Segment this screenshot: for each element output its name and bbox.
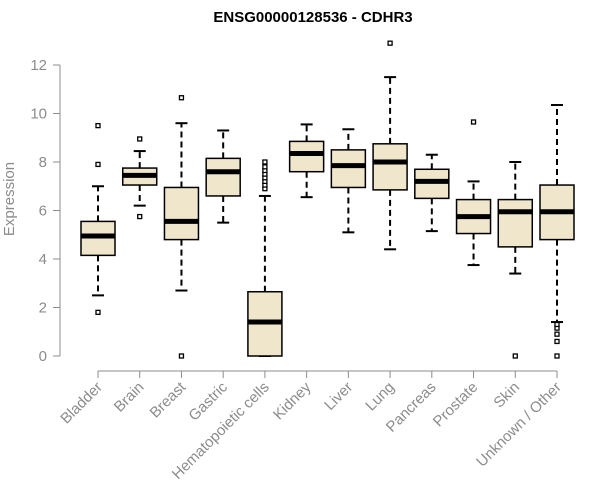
outlier-point bbox=[95, 309, 101, 316]
outlier-point bbox=[512, 353, 518, 359]
outlier-point bbox=[262, 164, 268, 170]
y-tick-label: 10 bbox=[30, 106, 47, 123]
x-category-label: Brain bbox=[111, 379, 148, 416]
x-category-label: Prostate bbox=[430, 379, 482, 431]
box-iqr bbox=[288, 140, 325, 173]
box-10 bbox=[497, 161, 534, 359]
outlier-point bbox=[178, 95, 185, 101]
outlier-point bbox=[137, 213, 143, 220]
outlier-point bbox=[554, 338, 560, 345]
box-5 bbox=[288, 123, 325, 199]
box-iqr bbox=[330, 149, 367, 189]
y-tick-label: 6 bbox=[39, 203, 47, 220]
box-iqr bbox=[163, 186, 200, 241]
box-6 bbox=[330, 128, 367, 234]
y-tick-label: 0 bbox=[39, 348, 47, 365]
y-tick-label: 2 bbox=[39, 300, 47, 317]
outlier-point bbox=[387, 40, 393, 46]
box-iqr bbox=[497, 198, 534, 248]
outlier-point bbox=[137, 136, 143, 142]
outlier-point bbox=[470, 119, 477, 125]
box-7 bbox=[372, 40, 408, 251]
box-iqr bbox=[372, 143, 408, 191]
outlier-point bbox=[554, 321, 560, 328]
outlier-point bbox=[554, 353, 560, 359]
chart-title: ENSG00000128536 - CDHR3 bbox=[213, 9, 412, 26]
x-category-label: Bladder bbox=[57, 379, 106, 428]
box-iqr bbox=[205, 157, 241, 197]
boxes-group bbox=[80, 40, 575, 359]
x-category-label: Breast bbox=[147, 378, 190, 421]
box-0 bbox=[80, 122, 116, 316]
box-3 bbox=[205, 129, 241, 224]
y-tick-label: 12 bbox=[30, 57, 47, 74]
outlier-point bbox=[178, 353, 185, 359]
outlier-point bbox=[262, 159, 268, 165]
box-4 bbox=[247, 159, 283, 357]
box-1 bbox=[121, 136, 158, 220]
box-8 bbox=[414, 153, 450, 233]
y-axis-label: Expression bbox=[1, 162, 18, 236]
x-category-label: Liver bbox=[321, 379, 356, 414]
x-category-label: Lung bbox=[362, 379, 398, 415]
y-tick-label: 4 bbox=[39, 251, 47, 268]
axes: 0 2 4 6 8 10 12 bbox=[30, 57, 558, 378]
x-category-label: Kidney bbox=[270, 378, 315, 423]
outlier-point bbox=[554, 331, 560, 337]
outlier-point bbox=[95, 161, 101, 168]
y-tick-label: 8 bbox=[39, 154, 47, 171]
outlier-point bbox=[95, 122, 101, 129]
x-category-label: Skin bbox=[490, 379, 523, 412]
box-2 bbox=[163, 95, 200, 359]
box-11 bbox=[539, 104, 575, 359]
box-9 bbox=[455, 119, 492, 267]
